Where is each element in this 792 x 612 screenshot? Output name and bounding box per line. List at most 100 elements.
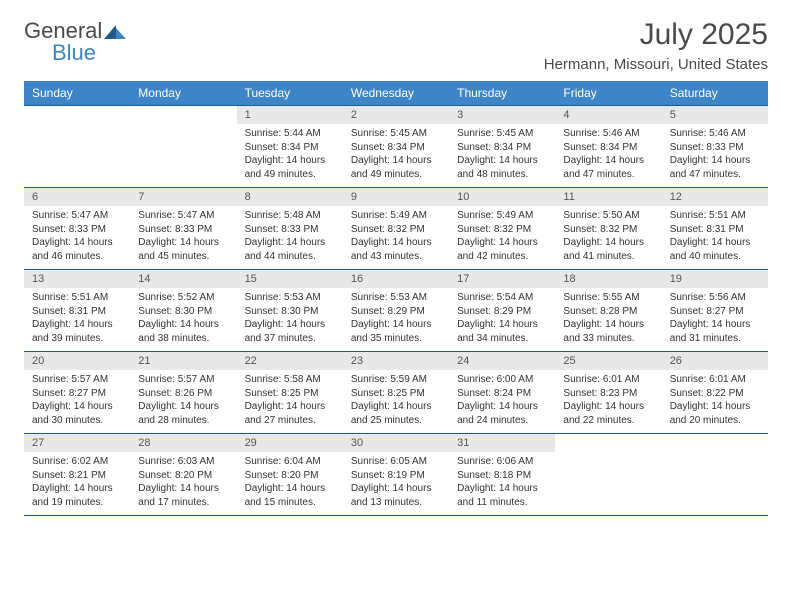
sunrise-line: Sunrise: 5:58 AM — [245, 373, 335, 387]
sunset-line: Sunset: 8:24 PM — [457, 387, 547, 401]
day-number: 6 — [24, 188, 130, 206]
day-number: 19 — [662, 270, 768, 288]
sunrise-line: Sunrise: 5:49 AM — [457, 209, 547, 223]
calendar-cell: 11Sunrise: 5:50 AMSunset: 8:32 PMDayligh… — [555, 188, 661, 270]
calendar-cell: 4Sunrise: 5:46 AMSunset: 8:34 PMDaylight… — [555, 106, 661, 188]
cell-content: Sunrise: 5:59 AMSunset: 8:25 PMDaylight:… — [343, 370, 449, 431]
cell-content: Sunrise: 5:57 AMSunset: 8:27 PMDaylight:… — [24, 370, 130, 431]
daylight-line2: and 41 minutes. — [563, 250, 653, 264]
day-number: 8 — [237, 188, 343, 206]
daylight-line: Daylight: 14 hours — [457, 236, 547, 250]
daylight-line2: and 19 minutes. — [32, 496, 122, 510]
cell-content: Sunrise: 6:05 AMSunset: 8:19 PMDaylight:… — [343, 452, 449, 513]
daylight-line: Daylight: 14 hours — [351, 400, 441, 414]
weekday-header-row: Sunday Monday Tuesday Wednesday Thursday… — [24, 81, 768, 106]
weekday-head: Thursday — [449, 81, 555, 106]
sunset-line: Sunset: 8:19 PM — [351, 469, 441, 483]
calendar-cell: 24Sunrise: 6:00 AMSunset: 8:24 PMDayligh… — [449, 352, 555, 434]
sunset-line: Sunset: 8:32 PM — [351, 223, 441, 237]
daylight-line2: and 39 minutes. — [32, 332, 122, 346]
sunrise-line: Sunrise: 5:47 AM — [32, 209, 122, 223]
cell-content: Sunrise: 5:45 AMSunset: 8:34 PMDaylight:… — [449, 124, 555, 185]
day-number: 3 — [449, 106, 555, 124]
day-number: 16 — [343, 270, 449, 288]
sunset-line: Sunset: 8:34 PM — [351, 141, 441, 155]
cell-content: Sunrise: 5:49 AMSunset: 8:32 PMDaylight:… — [449, 206, 555, 267]
sunset-line: Sunset: 8:20 PM — [138, 469, 228, 483]
daylight-line2: and 45 minutes. — [138, 250, 228, 264]
sunset-line: Sunset: 8:30 PM — [138, 305, 228, 319]
weekday-head: Sunday — [24, 81, 130, 106]
day-number: 30 — [343, 434, 449, 452]
day-number: 11 — [555, 188, 661, 206]
sunrise-line: Sunrise: 5:56 AM — [670, 291, 760, 305]
daylight-line: Daylight: 14 hours — [457, 154, 547, 168]
calendar-cell: 6Sunrise: 5:47 AMSunset: 8:33 PMDaylight… — [24, 188, 130, 270]
cell-content: Sunrise: 6:01 AMSunset: 8:23 PMDaylight:… — [555, 370, 661, 431]
sunrise-line: Sunrise: 5:49 AM — [351, 209, 441, 223]
cell-content: Sunrise: 5:51 AMSunset: 8:31 PMDaylight:… — [662, 206, 768, 267]
sunset-line: Sunset: 8:33 PM — [670, 141, 760, 155]
daylight-line2: and 46 minutes. — [32, 250, 122, 264]
daylight-line2: and 35 minutes. — [351, 332, 441, 346]
day-number: 9 — [343, 188, 449, 206]
sunset-line: Sunset: 8:30 PM — [245, 305, 335, 319]
daylight-line: Daylight: 14 hours — [245, 318, 335, 332]
daylight-line2: and 15 minutes. — [245, 496, 335, 510]
cell-content: Sunrise: 6:01 AMSunset: 8:22 PMDaylight:… — [662, 370, 768, 431]
cell-content: Sunrise: 5:47 AMSunset: 8:33 PMDaylight:… — [24, 206, 130, 267]
calendar-cell: 5Sunrise: 5:46 AMSunset: 8:33 PMDaylight… — [662, 106, 768, 188]
sunset-line: Sunset: 8:21 PM — [32, 469, 122, 483]
calendar-cell: 13Sunrise: 5:51 AMSunset: 8:31 PMDayligh… — [24, 270, 130, 352]
daylight-line: Daylight: 14 hours — [563, 154, 653, 168]
sunrise-line: Sunrise: 6:03 AM — [138, 455, 228, 469]
sunset-line: Sunset: 8:34 PM — [457, 141, 547, 155]
daylight-line2: and 24 minutes. — [457, 414, 547, 428]
sunset-line: Sunset: 8:26 PM — [138, 387, 228, 401]
daylight-line: Daylight: 14 hours — [563, 318, 653, 332]
calendar-cell: 21Sunrise: 5:57 AMSunset: 8:26 PMDayligh… — [130, 352, 236, 434]
daylight-line: Daylight: 14 hours — [32, 400, 122, 414]
sunset-line: Sunset: 8:31 PM — [670, 223, 760, 237]
day-number: 1 — [237, 106, 343, 124]
sunrise-line: Sunrise: 5:59 AM — [351, 373, 441, 387]
daylight-line: Daylight: 14 hours — [457, 482, 547, 496]
daylight-line2: and 11 minutes. — [457, 496, 547, 510]
day-number: 10 — [449, 188, 555, 206]
daylight-line2: and 43 minutes. — [351, 250, 441, 264]
daylight-line2: and 48 minutes. — [457, 168, 547, 182]
daylight-line2: and 28 minutes. — [138, 414, 228, 428]
sunset-line: Sunset: 8:29 PM — [351, 305, 441, 319]
daylight-line: Daylight: 14 hours — [245, 154, 335, 168]
calendar-cell: 17Sunrise: 5:54 AMSunset: 8:29 PMDayligh… — [449, 270, 555, 352]
day-number: 13 — [24, 270, 130, 288]
sunset-line: Sunset: 8:33 PM — [32, 223, 122, 237]
day-number: 17 — [449, 270, 555, 288]
cell-content: Sunrise: 6:06 AMSunset: 8:18 PMDaylight:… — [449, 452, 555, 513]
header: GeneralBlue July 2025 Hermann, Missouri,… — [24, 18, 768, 73]
cell-content: Sunrise: 6:03 AMSunset: 8:20 PMDaylight:… — [130, 452, 236, 513]
daylight-line: Daylight: 14 hours — [351, 318, 441, 332]
sunrise-line: Sunrise: 5:45 AM — [457, 127, 547, 141]
daylight-line: Daylight: 14 hours — [138, 236, 228, 250]
cell-content: Sunrise: 5:49 AMSunset: 8:32 PMDaylight:… — [343, 206, 449, 267]
sunset-line: Sunset: 8:33 PM — [138, 223, 228, 237]
sunset-line: Sunset: 8:20 PM — [245, 469, 335, 483]
day-number: 7 — [130, 188, 236, 206]
sunset-line: Sunset: 8:33 PM — [245, 223, 335, 237]
cell-content: Sunrise: 5:44 AMSunset: 8:34 PMDaylight:… — [237, 124, 343, 185]
calendar-cell: 10Sunrise: 5:49 AMSunset: 8:32 PMDayligh… — [449, 188, 555, 270]
cell-content: Sunrise: 5:54 AMSunset: 8:29 PMDaylight:… — [449, 288, 555, 349]
calendar-cell: .. — [555, 434, 661, 516]
daylight-line: Daylight: 14 hours — [563, 236, 653, 250]
calendar-cell: 28Sunrise: 6:03 AMSunset: 8:20 PMDayligh… — [130, 434, 236, 516]
day-number: 2 — [343, 106, 449, 124]
daylight-line: Daylight: 14 hours — [670, 154, 760, 168]
day-number: 5 — [662, 106, 768, 124]
day-number: 14 — [130, 270, 236, 288]
calendar-cell: .. — [662, 434, 768, 516]
daylight-line: Daylight: 14 hours — [351, 482, 441, 496]
sunrise-line: Sunrise: 5:52 AM — [138, 291, 228, 305]
calendar-cell: 31Sunrise: 6:06 AMSunset: 8:18 PMDayligh… — [449, 434, 555, 516]
sunrise-line: Sunrise: 5:47 AM — [138, 209, 228, 223]
